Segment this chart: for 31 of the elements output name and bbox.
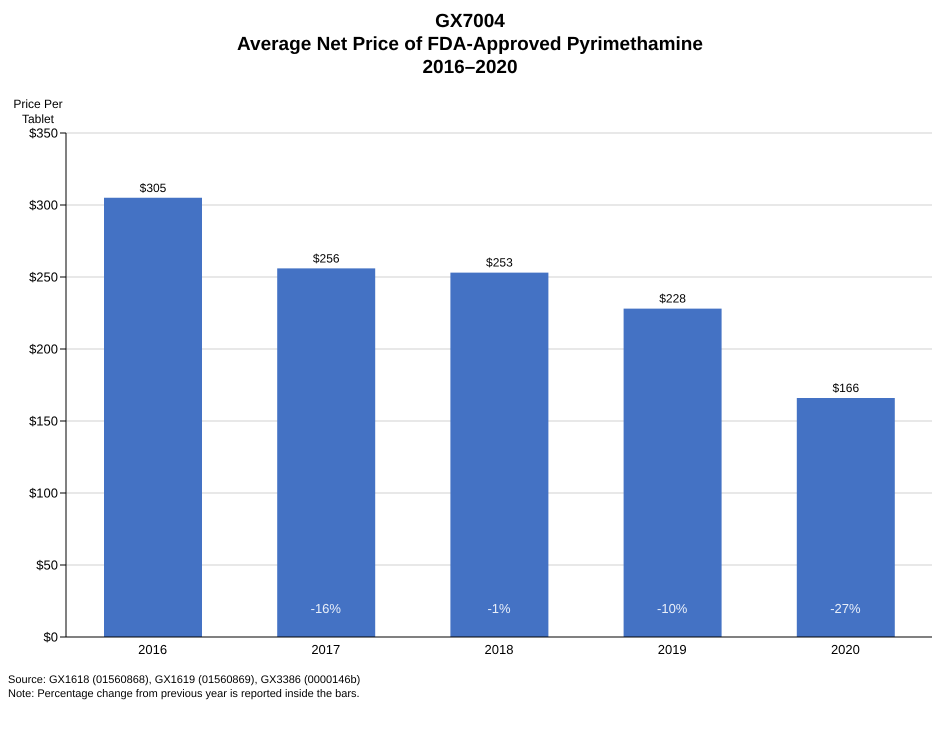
x-tick-label: 2018: [484, 642, 514, 658]
annotation: -27%: [830, 600, 862, 616]
y-tick-label: $50: [36, 558, 58, 573]
x-tick-label: 2019: [658, 642, 687, 658]
bar: [624, 308, 722, 637]
annotation: -16%: [310, 600, 342, 616]
data-label: $228: [659, 292, 686, 306]
y-tick-label: $200: [29, 342, 58, 357]
y-tick-label: $100: [29, 486, 58, 501]
data-label: $253: [486, 256, 514, 270]
x-tick-label: 2017: [311, 642, 340, 658]
y-tick-label: $150: [29, 414, 58, 429]
data-label: $305: [140, 180, 167, 195]
y-tick-label: $300: [29, 198, 58, 213]
data-label: $256: [312, 251, 340, 266]
bar: [450, 272, 548, 637]
source-note: Source: GX1618 (01560868), GX1619 (01560869), GX3386 (0000146b): [8, 673, 362, 687]
annotation: -1%: [487, 600, 511, 616]
x-tick-label: 2016: [138, 642, 168, 658]
y-axis-title: Price Per Tablet: [12, 97, 64, 127]
bar: [796, 398, 895, 637]
chart-title: GX7004 Average Net Price of FDA-Approved Pyrimethamine 2016–2020: [236, 10, 704, 79]
bar: [104, 198, 202, 637]
text: Note: Percentage change from previous year is reported inside the bars.: [8, 687, 361, 701]
bar: [277, 268, 376, 637]
data-label: $166: [832, 380, 860, 395]
y-tick-label: $250: [29, 270, 58, 285]
x-tick-label: 2020: [830, 642, 860, 658]
annotation: -10%: [657, 600, 688, 616]
y-tick-label: $0: [44, 630, 58, 645]
y-tick-label: $350: [29, 126, 58, 141]
